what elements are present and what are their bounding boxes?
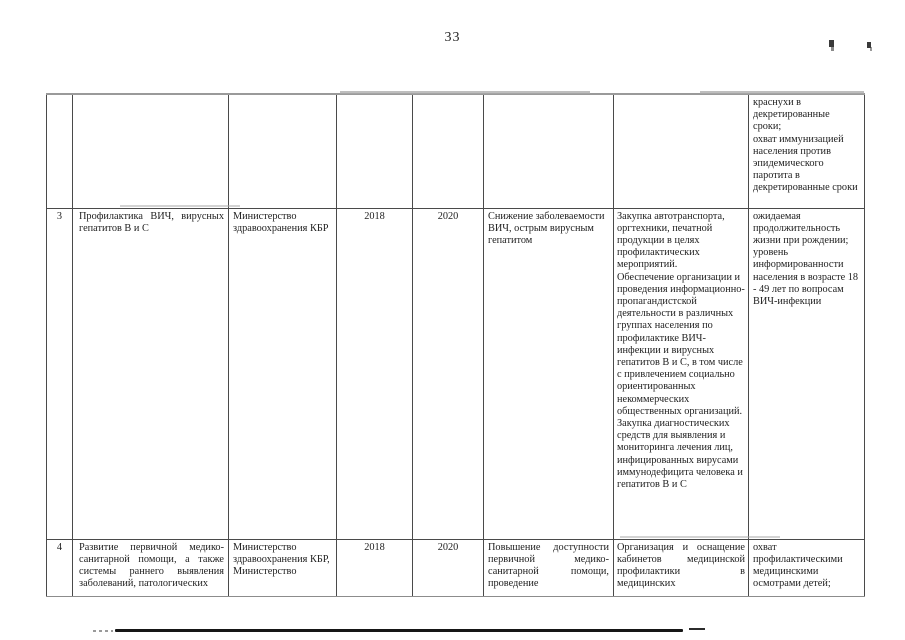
cell-year-start — [336, 93, 413, 209]
cell-number: 3 — [46, 207, 73, 540]
cell-executor: Министерство здравоохранения КБР — [228, 207, 337, 540]
cell-indicators: охват профилактическими медицинскими осм… — [748, 538, 865, 597]
cell-name — [72, 93, 229, 209]
cell-result: Повышение доступности первичной медико-с… — [483, 538, 614, 597]
cell-number: 4 — [46, 538, 73, 597]
scan-smudge — [340, 91, 590, 94]
scan-speck-icon — [829, 40, 834, 47]
scan-artifact-line — [689, 628, 705, 630]
table-row-4: 4 Развитие первичной медико-санитарной п… — [46, 538, 865, 597]
cell-indicators: ожидаемая продолжительность жизни при ро… — [748, 207, 865, 540]
scan-speck-icon — [867, 42, 871, 48]
cell-result: Снижение заболеваемости ВИЧ, острым виру… — [483, 207, 614, 540]
cell-name: Профилактика ВИЧ, вирусных гепатитов В и… — [72, 207, 229, 540]
cell-year-start: 2018 — [336, 538, 413, 597]
scan-smudge — [700, 91, 864, 94]
cell-activities: Закупка автотранспорта, оргтехники, печа… — [613, 207, 749, 540]
cell-year-end: 2020 — [412, 207, 484, 540]
scan-smudge — [120, 205, 240, 207]
cell-year-end — [412, 93, 484, 209]
cell-indicators: краснухи в декретированные сроки; охват … — [748, 93, 865, 209]
scan-smudge — [620, 536, 780, 538]
cell-year-start: 2018 — [336, 207, 413, 540]
cell-executor: Министерство здравоохранения КБР, Минист… — [228, 538, 337, 597]
cell-executor — [228, 93, 337, 209]
table-row-3: 3 Профилактика ВИЧ, вирусных гепатитов В… — [46, 207, 865, 540]
scan-artifact-line — [115, 629, 683, 632]
table-row-continuation: краснухи в декретированные сроки; охват … — [46, 93, 865, 209]
cell-result — [483, 93, 614, 209]
program-activities-table: краснухи в декретированные сроки; охват … — [46, 93, 865, 597]
page-number: 33 — [444, 30, 461, 45]
cell-activities — [613, 93, 749, 209]
cell-activities: Организация и оснащение кабинетов медици… — [613, 538, 749, 597]
scan-artifact-line — [93, 630, 113, 632]
cell-number — [46, 93, 73, 209]
cell-year-end: 2020 — [412, 538, 484, 597]
cell-name: Развитие первичной медико-санитарной пом… — [72, 538, 229, 597]
